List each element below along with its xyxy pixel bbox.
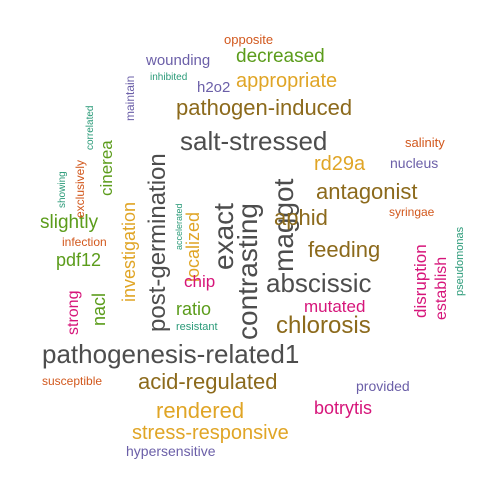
cloud-word-pathogenesis-related1: pathogenesis-related1 (42, 339, 300, 369)
cloud-word-antagonist: antagonist (316, 179, 418, 204)
cloud-word-salt-stressed: salt-stressed (180, 126, 328, 156)
cloud-word-opposite: opposite (224, 32, 274, 47)
cloud-word-resistant: resistant (176, 321, 218, 333)
cloud-word-pseudomonas: pseudomonas (454, 226, 466, 296)
cloud-word-chip: chip (184, 272, 216, 291)
cloud-word-nucleus: nucleus (390, 155, 439, 171)
cloud-word-maintain: maintain (123, 75, 137, 121)
cloud-word-showing: showing (57, 171, 68, 208)
cloud-word-botrytis: botrytis (314, 398, 373, 418)
cloud-word-rd29a: rd29a (314, 153, 366, 175)
cloud-word-syringae: syringae (389, 205, 435, 219)
cloud-word-disruption: disruption (411, 244, 430, 318)
cloud-word-chlorosis: chlorosis (276, 312, 371, 339)
cloud-word-provided: provided (356, 378, 410, 394)
cloud-word-decreased: decreased (236, 46, 325, 67)
cloud-word-infection: infection (62, 235, 107, 249)
cloud-word-establish: establish (433, 256, 450, 320)
cloud-word-ratio: ratio (176, 299, 212, 319)
cloud-word-hypersensitive: hypersensitive (126, 443, 216, 459)
cloud-word-inhibited: inhibited (150, 72, 188, 83)
cloud-word-nacl: nacl (89, 292, 109, 326)
cloud-word-aphid: aphid (274, 205, 328, 230)
cloud-word-exact: exact (208, 203, 239, 270)
cloud-word-feeding: feeding (308, 237, 381, 262)
cloud-word-rendered: rendered (156, 398, 245, 423)
cloud-word-correlated: correlated (85, 105, 96, 150)
cloud-word-mutated: mutated (304, 297, 366, 316)
cloud-word-pdf12: pdf12 (56, 250, 102, 270)
cloud-word-post-germination: post-germination (144, 153, 171, 332)
cloud-word-investigation: investigation (119, 201, 139, 302)
cloud-word-pathogen-induced: pathogen-induced (176, 95, 353, 120)
cloud-word-strong: strong (65, 290, 82, 335)
cloud-word-acid-regulated: acid-regulated (138, 369, 278, 394)
cloud-word-h2o2: h2o2 (197, 79, 231, 96)
cloud-word-abscissic: abscissic (266, 268, 372, 298)
cloud-word-stress-responsive: stress-responsive (132, 422, 289, 444)
cloud-word-appropriate: appropriate (236, 70, 338, 92)
cloud-word-wounding: wounding (146, 52, 211, 69)
cloud-word-salinity: salinity (405, 135, 445, 150)
cloud-word-accelerated: accelerated (174, 203, 184, 250)
cloud-word-slightly: slightly (40, 212, 99, 233)
cloud-word-exclusively: exclusively (73, 159, 87, 218)
cloud-word-cinerea: cinerea (97, 140, 116, 196)
cloud-word-susceptible: susceptible (42, 374, 103, 388)
